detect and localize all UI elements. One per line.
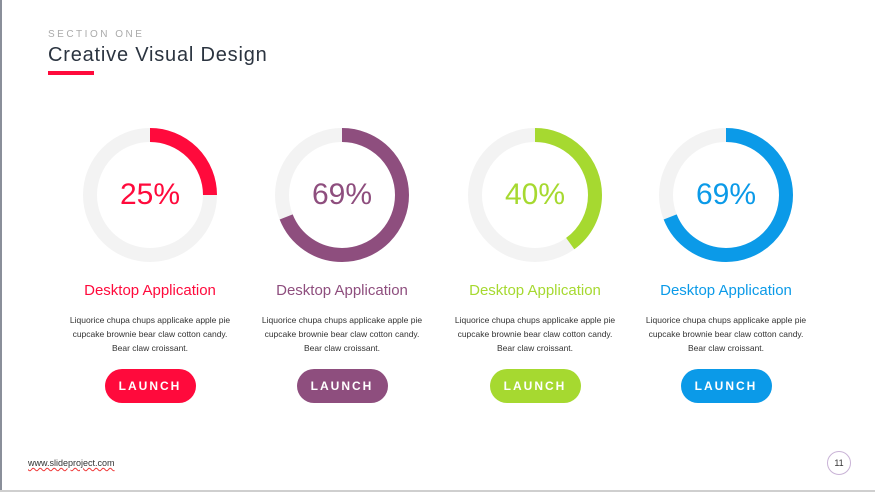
donut-chart: 69% — [651, 120, 801, 270]
card-title: Desktop Application — [660, 282, 792, 299]
donut-progress-arc — [275, 128, 409, 262]
title-underline — [48, 71, 94, 75]
percent-value: 69% — [695, 178, 757, 211]
card-description: Liquorice chupa chups applicake apple pi… — [69, 315, 231, 353]
progress-card: 69% Desktop Application Liquorice chupa … — [631, 120, 821, 403]
card-title: Desktop Application — [276, 282, 408, 299]
donut-svg — [275, 128, 409, 262]
donut-progress-arc — [659, 128, 793, 262]
left-border — [0, 0, 2, 492]
donut-chart: 40% — [460, 120, 610, 270]
card-title: Desktop Application — [84, 282, 216, 299]
page-number: 11 — [827, 451, 851, 475]
donut-progress-arc — [83, 128, 217, 262]
percent-value: 69% — [311, 178, 373, 211]
progress-card: 25% Desktop Application Liquorice chupa … — [55, 120, 245, 403]
launch-button[interactable]: LAUNCH — [296, 369, 388, 403]
donut-progress-arc — [468, 128, 602, 262]
progress-card: 40% Desktop Application Liquorice chupa … — [440, 120, 630, 403]
page-title: Creative Visual Design — [48, 44, 268, 66]
donut-chart: 25% — [75, 120, 225, 270]
card-description: Liquorice chupa chups applicake apple pi… — [454, 315, 616, 353]
donut-svg — [468, 128, 602, 262]
launch-button[interactable]: LAUNCH — [489, 369, 581, 403]
percent-value: 25% — [119, 178, 181, 211]
percent-value: 40% — [504, 178, 566, 211]
card-title: Desktop Application — [469, 282, 601, 299]
section-label: SECTION ONE — [48, 29, 145, 40]
launch-button[interactable]: LAUNCH — [680, 369, 772, 403]
donut-svg — [659, 128, 793, 262]
card-description: Liquorice chupa chups applicake apple pi… — [261, 315, 423, 353]
website-link[interactable]: www.slideproject.com — [28, 458, 115, 468]
launch-button[interactable]: LAUNCH — [104, 369, 196, 403]
donut-chart: 69% — [267, 120, 417, 270]
card-description: Liquorice chupa chups applicake apple pi… — [645, 315, 807, 353]
donut-svg — [83, 128, 217, 262]
bottom-border — [0, 490, 875, 492]
progress-card: 69% Desktop Application Liquorice chupa … — [247, 120, 437, 403]
